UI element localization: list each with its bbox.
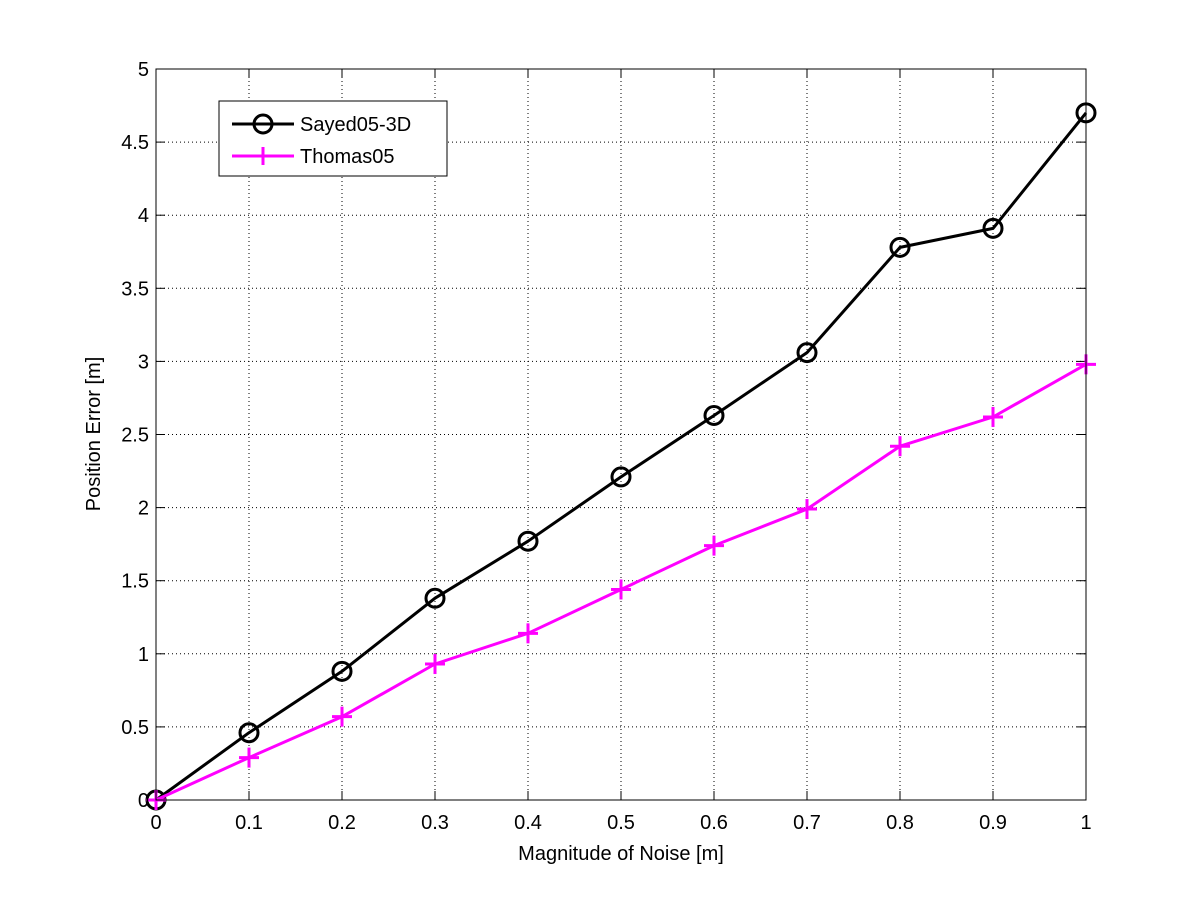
data-point-sayed05-3d xyxy=(703,404,725,426)
y-tick-label: 0.5 xyxy=(121,717,149,739)
y-tick-label: 2 xyxy=(138,498,149,520)
x-tick-label: 0.2 xyxy=(328,812,356,834)
y-tick-label: 1.5 xyxy=(121,571,149,593)
x-axis-label: Magnitude of Noise [m] xyxy=(518,843,724,865)
axis-ticks xyxy=(155,68,1087,801)
data-point-thomas05 xyxy=(890,436,910,457)
data-point-sayed05-3d xyxy=(610,466,632,488)
x-tick-label: 0 xyxy=(150,812,161,834)
legend-label-thomas05: Thomas05 xyxy=(300,146,395,168)
legend-marker-thomas05 xyxy=(254,147,272,165)
legend-marker-sayed05-3d xyxy=(252,113,274,135)
data-series xyxy=(145,102,1097,811)
y-tick-label: 3 xyxy=(138,351,149,373)
x-tick-label: 0.8 xyxy=(886,812,914,834)
y-tick-label: 2.5 xyxy=(121,425,149,447)
data-point-sayed05-3d xyxy=(796,342,818,364)
legend-box xyxy=(218,100,448,177)
data-point-sayed05-3d xyxy=(517,530,539,552)
y-tick-label: 4.5 xyxy=(121,132,149,154)
legend-label-sayed05-3d: Sayed05-3D xyxy=(300,114,411,136)
data-point-sayed05-3d xyxy=(982,217,1004,239)
data-point-sayed05-3d xyxy=(424,587,446,609)
y-tick-label: 5 xyxy=(138,59,149,81)
y-tick-label: 4 xyxy=(138,205,149,227)
data-point-sayed05-3d xyxy=(238,722,260,744)
x-tick-label: 0.3 xyxy=(421,812,449,834)
data-point-thomas05 xyxy=(425,654,445,675)
y-tick-label: 1 xyxy=(138,644,149,666)
series-line-sayed05-3d xyxy=(155,111,1088,802)
x-tick-label: 1 xyxy=(1080,812,1091,834)
data-point-thomas05 xyxy=(332,706,352,727)
legend: Sayed05-3D Thomas05 xyxy=(218,100,448,177)
x-tick-label: 0.5 xyxy=(607,812,635,834)
data-point-sayed05-3d xyxy=(331,660,353,682)
data-point-thomas05 xyxy=(983,406,1003,427)
data-point-sayed05-3d xyxy=(889,236,911,258)
data-point-thomas05 xyxy=(704,535,724,556)
data-point-thomas05 xyxy=(611,579,631,600)
x-tick-label: 0.9 xyxy=(979,812,1007,834)
x-tick-label: 0.7 xyxy=(793,812,821,834)
y-tick-label: 0 xyxy=(138,790,149,812)
data-point-thomas05 xyxy=(797,499,817,520)
data-point-thomas05 xyxy=(518,623,538,644)
tick-labels: 0 0.1 0.2 0.3 0.4 0.5 0.6 0.7 0.8 0.9 1 0 0.5 1 1.5 2 2.… xyxy=(121,59,1091,834)
x-tick-label: 0.4 xyxy=(514,812,542,834)
y-axis-label: Position Error [m] xyxy=(83,357,105,511)
x-tick-label: 0.1 xyxy=(235,812,263,834)
data-point-thomas05 xyxy=(239,747,259,768)
x-tick-label: 0.6 xyxy=(700,812,728,834)
plot-area-frame xyxy=(155,68,1087,801)
y-tick-label: 3.5 xyxy=(121,278,149,300)
